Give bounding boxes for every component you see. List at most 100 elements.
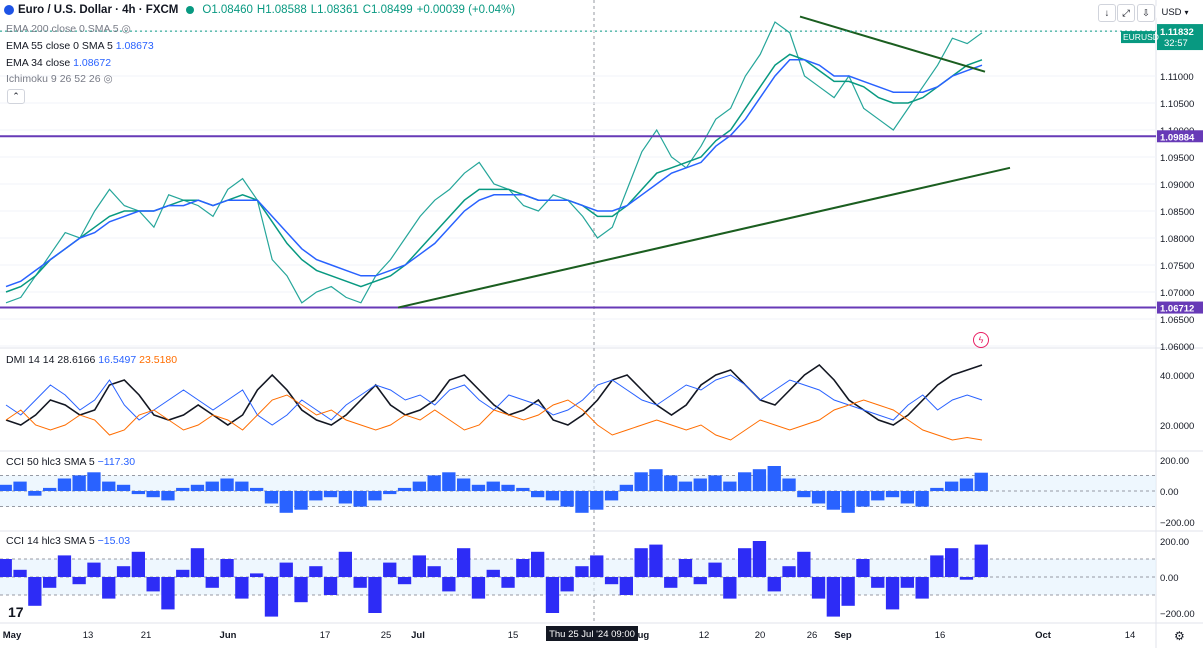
cci-bar — [13, 569, 27, 577]
cci-bar — [220, 559, 234, 577]
cci-bar — [560, 577, 574, 592]
snapshot-button[interactable]: ⇩ — [1137, 4, 1155, 22]
price-tick-label: 1.11000 — [1160, 72, 1194, 83]
time-tick-label: Jul — [411, 630, 425, 641]
cci-bar — [708, 475, 722, 491]
cci-bar — [738, 472, 752, 491]
dmi-adx: 28.6166 — [57, 354, 96, 366]
cci-bar — [471, 484, 486, 491]
scroll-down-button[interactable]: ↓ — [1098, 4, 1116, 22]
cci-bar — [87, 562, 101, 577]
legend-ema34[interactable]: EMA 34 close 1.08672 — [6, 57, 111, 69]
legend-ema55[interactable]: EMA 55 close 0 SMA 5 1.08673 — [6, 40, 154, 52]
cci-bar — [427, 566, 441, 577]
cci-bar — [885, 577, 900, 610]
price-tick-label: 1.10500 — [1160, 99, 1194, 110]
legend-cci50[interactable]: CCI 50 hlc3 SMA 5 −117.30 — [6, 456, 135, 468]
cci-bar — [72, 577, 86, 585]
cci-bar — [634, 548, 648, 577]
symbol-title[interactable]: Euro / U.S. Dollar · 4h · FXCM — [18, 4, 179, 16]
symbol-header: Euro / U.S. Dollar · 4h · FXCM O1.08460 … — [4, 4, 515, 16]
cci-bar — [294, 491, 308, 510]
price-series-line — [5, 59, 983, 288]
currency-selector[interactable]: USD ▾ — [1156, 4, 1194, 20]
trend-line — [799, 15, 986, 73]
cci-bar — [915, 491, 929, 507]
cci-bar — [146, 491, 160, 498]
cci-bar — [930, 487, 944, 491]
cci-bar — [471, 577, 486, 599]
cci-bar — [841, 577, 855, 606]
fullscreen-button[interactable]: ⤢ — [1117, 4, 1135, 22]
time-tick-label: 16 — [935, 630, 946, 641]
time-tick-label: Jun — [220, 630, 237, 641]
cci-bar — [442, 472, 456, 491]
cci-bar — [412, 481, 426, 491]
cci-bar — [250, 487, 264, 491]
cci-bar — [338, 551, 352, 577]
crosshair-time-tag — [546, 626, 638, 641]
hidden-eye-icon[interactable]: ◎ — [103, 73, 113, 85]
cci50-label: CCI 50 hlc3 SMA 5 — [6, 456, 95, 468]
cci-bar — [368, 577, 382, 613]
time-tick-label: 15 — [508, 630, 519, 641]
time-tick-label: Sep — [834, 630, 852, 641]
cci-bar — [545, 577, 560, 613]
cci-bar — [516, 559, 530, 577]
cci-bar — [161, 577, 175, 610]
cci-tick-label: 0.00 — [1160, 487, 1179, 498]
cci-bar — [176, 487, 190, 491]
cci-bar — [649, 544, 663, 577]
cci-bar — [131, 551, 145, 577]
time-tick-label: 14 — [1125, 630, 1136, 641]
cci-bar — [678, 481, 693, 491]
cci-bar — [57, 555, 72, 577]
cci-bar — [693, 577, 707, 585]
cci-bar — [531, 491, 545, 498]
chevron-down-icon: ▾ — [1184, 7, 1189, 17]
cci-bar — [767, 466, 781, 491]
price-tick-label: 1.06000 — [1160, 342, 1194, 353]
cci-bar — [102, 481, 116, 491]
time-tick-label: 25 — [381, 630, 392, 641]
cci-bar — [250, 573, 264, 577]
ichimoku-label: Ichimoku 9 26 52 26 — [6, 73, 101, 85]
cci14-value: −15.03 — [97, 535, 131, 547]
ema34-label: EMA 34 close — [6, 57, 71, 69]
cci-bar — [604, 491, 619, 501]
cci-bar — [826, 491, 840, 510]
cci-bar — [516, 487, 530, 491]
cci-bar — [619, 577, 633, 595]
cci-bar — [116, 484, 131, 491]
legend-ichimoku[interactable]: Ichimoku 9 26 52 26 ◎ — [6, 73, 113, 85]
cci-bar — [368, 491, 382, 501]
time-tick-label: 12 — [699, 630, 710, 641]
cci-bar — [442, 577, 456, 592]
cci-bar — [146, 577, 160, 592]
collapse-legend-button[interactable]: ⌃ — [7, 89, 25, 104]
dmi-series-line — [5, 363, 983, 426]
settings-gear-icon[interactable]: ⚙ — [1174, 629, 1185, 643]
cci-bar — [723, 577, 737, 599]
hidden-eye-icon[interactable]: ◎ — [121, 23, 131, 35]
cci50-value: −117.30 — [97, 456, 136, 468]
price-tick-label: 1.09884 — [1160, 132, 1195, 143]
cci-bar — [323, 577, 338, 595]
ohlc-close: C1.08499 — [362, 4, 413, 16]
cci-bar — [945, 481, 959, 491]
legend-ema200[interactable]: EMA 200 close 0 SMA 5 ◎ — [6, 23, 131, 35]
flash-event-icon[interactable]: ϟ — [973, 332, 989, 348]
cci-bar — [974, 544, 988, 577]
cci-bar — [0, 559, 12, 577]
cci-bar — [900, 491, 914, 504]
crosshair-time-label: Thu 25 Jul '24 09:00 — [549, 629, 635, 640]
cci-bar — [205, 481, 219, 491]
legend-cci14[interactable]: CCI 14 hlc3 SMA 5 −15.03 — [6, 535, 130, 547]
cci-bar — [649, 469, 663, 491]
cci-tick-label: 200.00 — [1160, 537, 1189, 548]
cci-bar — [309, 566, 323, 577]
cci-bar — [412, 555, 426, 577]
cci-bar — [856, 491, 870, 507]
legend-dmi[interactable]: DMI 14 14 28.6166 16.5497 23.5180 — [6, 354, 177, 366]
